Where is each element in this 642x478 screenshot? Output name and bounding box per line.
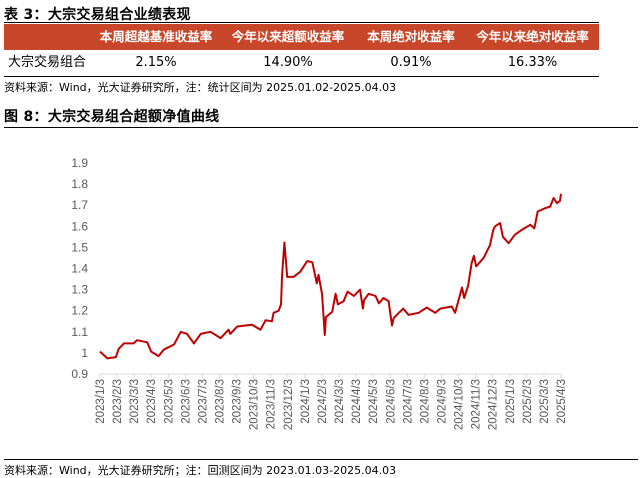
x-tick-label: 2023/12/3 — [283, 379, 295, 430]
table-cell: 大宗交易组合 — [8, 55, 87, 70]
x-tick-label: 2024/5/3 — [368, 379, 380, 424]
y-tick-label: 1.7 — [71, 198, 88, 212]
x-tick-label: 2023/5/3 — [163, 379, 175, 424]
x-tick-label: 2025/4/3 — [556, 379, 568, 424]
table-cell: 14.90% — [263, 55, 313, 70]
x-tick-label: 2023/4/3 — [146, 379, 158, 424]
x-tick-label: 2024/2/3 — [317, 379, 329, 424]
x-tick-label: 2024/3/3 — [334, 379, 346, 424]
table-cell: 0.91% — [390, 55, 432, 70]
table-cell: 16.33% — [507, 55, 558, 70]
y-tick-label: 0.9 — [71, 367, 88, 381]
table-cell: 2.15% — [135, 55, 177, 70]
table-header-cell: 今年以来绝对收益率 — [476, 29, 589, 44]
table-header-cell: 今年以来超额收益率 — [231, 29, 345, 44]
table-header-cell: 本周绝对收益率 — [367, 29, 455, 44]
x-tick-label: 2023/3/3 — [129, 379, 141, 424]
x-tick-label: 2024/7/3 — [402, 379, 414, 424]
x-tick-label: 2023/1/3 — [95, 379, 107, 424]
y-tick-label: 1.3 — [71, 283, 88, 297]
x-tick-label: 2023/2/3 — [112, 379, 124, 424]
x-tick-label: 2024/12/3 — [488, 379, 500, 430]
x-tick-label: 2023/10/3 — [249, 379, 261, 430]
x-tick-label: 2023/11/3 — [266, 379, 278, 429]
x-tick-label: 2024/10/3 — [454, 379, 466, 430]
figure-top-rule — [4, 127, 638, 128]
table-header-row: 本周超越基准收益率 今年以来超额收益率 本周绝对收益率 今年以来绝对收益率 — [4, 24, 599, 50]
table-header-cell: 本周超越基准收益率 — [99, 29, 213, 44]
y-tick-label: 1.6 — [71, 219, 88, 233]
x-tick-label: 2023/9/3 — [232, 379, 244, 424]
x-tick-label: 2023/6/3 — [180, 379, 192, 424]
y-tick-label: 1.5 — [71, 240, 88, 254]
figure-bottom-rule — [4, 459, 638, 460]
x-tick-label: 2024/8/3 — [419, 379, 431, 424]
x-tick-label: 2024/1/3 — [300, 379, 312, 424]
x-tick-label: 2025/2/3 — [522, 379, 534, 424]
x-tick-label: 2023/7/3 — [197, 379, 209, 424]
x-tick-label: 2023/8/3 — [215, 379, 227, 424]
table-bottom-rule — [4, 76, 599, 77]
table-source: 资料来源：Wind，光大证券研究所，注：统计区间为 2025.01.02-202… — [4, 81, 397, 94]
y-tick-label: 1 — [81, 346, 88, 360]
x-tick-label: 2024/6/3 — [385, 379, 397, 424]
table-top-rule — [4, 22, 599, 23]
y-tick-label: 1.2 — [71, 304, 88, 318]
table-title: 表 3：大宗交易组合业绩表现 — [4, 7, 191, 23]
x-tick-label: 2024/4/3 — [351, 379, 363, 424]
net-value-line — [99, 193, 562, 360]
y-tick-label: 1.4 — [71, 262, 88, 276]
line-chart: 0.9 1 1.1 1.2 1.3 1.4 1.5 1.6 1.7 1.8 1.9 2023/1/3 2… — [71, 156, 568, 430]
y-tick-label: 1.1 — [71, 325, 88, 339]
y-tick-label: 1.8 — [71, 177, 88, 191]
y-tick-label: 1.9 — [71, 156, 88, 170]
x-tick-label: 2024/9/3 — [436, 379, 448, 424]
x-tick-label: 2025/1/3 — [505, 379, 517, 424]
figure-source: 资料来源：Wind，光大证券研究所；注：回测区间为 2023.01.03-202… — [4, 464, 397, 477]
x-tick-label: 2025/3/3 — [539, 379, 551, 424]
x-tick-label: 2024/11/3 — [471, 379, 483, 429]
figure-title: 图 8：大宗交易组合超额净值曲线 — [4, 109, 220, 125]
